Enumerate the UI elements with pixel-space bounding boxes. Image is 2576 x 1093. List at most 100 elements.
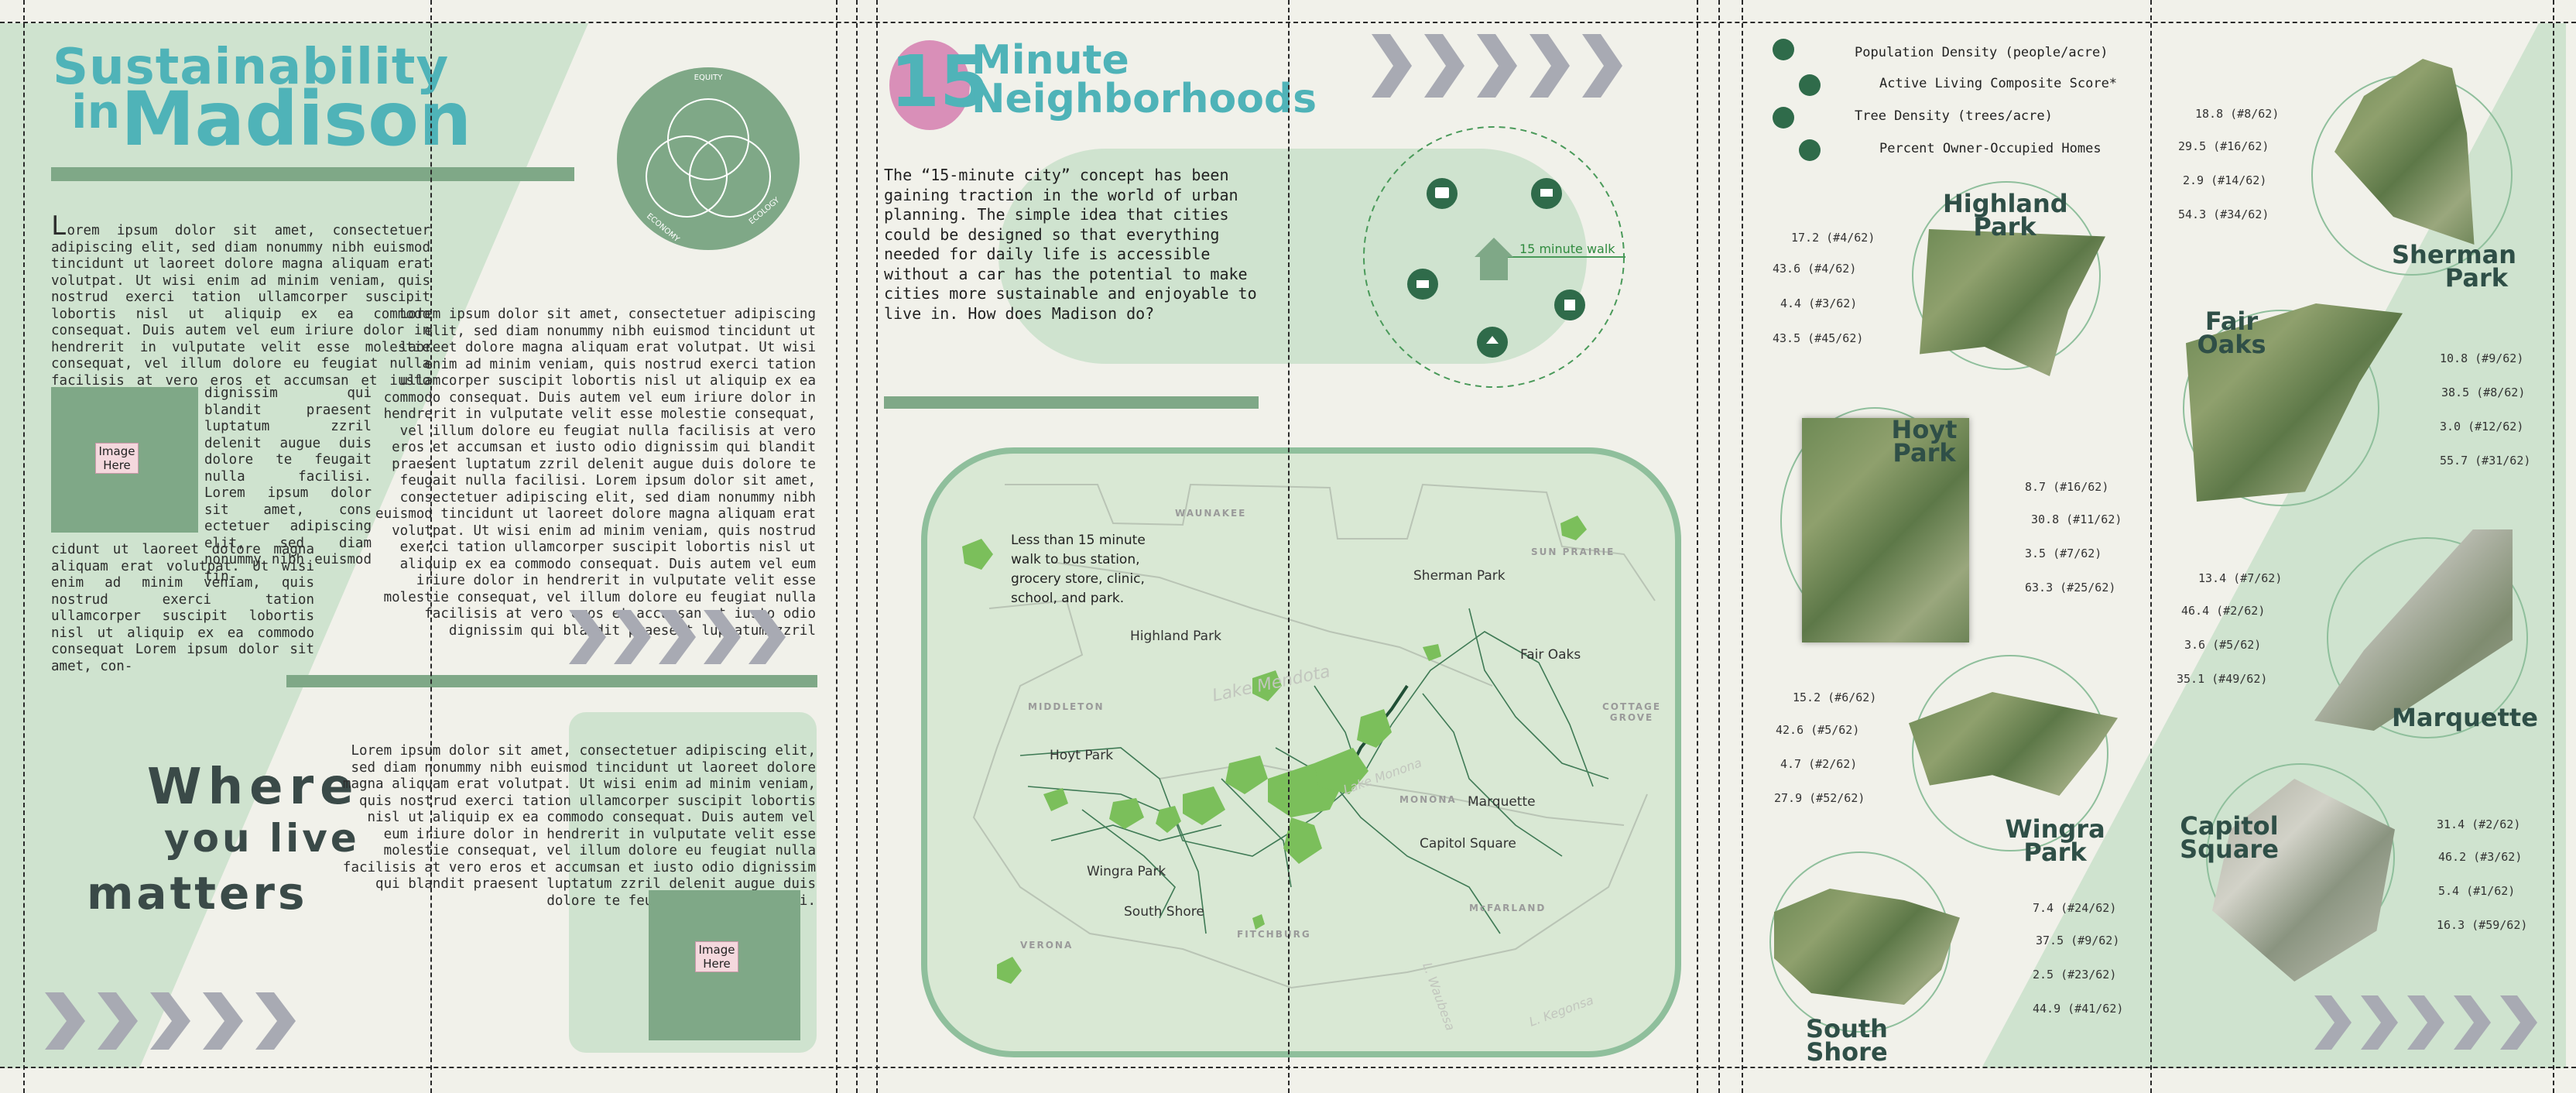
chevron-arrows-4 [2314, 995, 2537, 1050]
house-icon [1799, 139, 1821, 161]
para1-bottom: cidunt ut laoreet dolore magna aliquam e… [51, 542, 314, 674]
panel1-title-line1: Sustainability [53, 39, 450, 96]
map-label-fitchburg: FITCHBURG [1237, 929, 1311, 940]
bicycle-icon [1799, 74, 1821, 96]
panel1-title-in: in [71, 85, 121, 139]
map-label-cottage-grove: COTTAGE GROVE [1601, 701, 1662, 723]
marquette-ring [2327, 537, 2528, 738]
capitol-name: Capitol Square [2180, 811, 2279, 865]
guide-v5 [876, 0, 878, 1093]
dropcap: L [51, 211, 67, 242]
lake-kegonsa-label: L. Kegonsa [1527, 992, 1595, 1030]
sherman-name: Sherman Park [2392, 240, 2517, 293]
wingra-stat-tree: 4.7 (#2/62) [1780, 757, 1858, 771]
map-label-south-shore: South Shore [1124, 904, 1204, 920]
walk-label: 15 minute walk [1519, 242, 1615, 256]
image-placeholder-1-label: Image Here [95, 443, 139, 474]
map-label-mcfarland: McFARLAND [1469, 903, 1547, 913]
madison-map: Lake Mendota Lake Monona L. Waubesa L. K… [921, 447, 1681, 1057]
legend-tree-density: Tree Density (trees/acre) [1855, 108, 2053, 124]
panel2-title-line1: Minute [971, 37, 1129, 84]
south-shore-name: South Shore [1806, 1014, 1888, 1067]
highland-name: Highland Park [1943, 189, 2068, 242]
wingra-name: Wingra Park [2005, 814, 2105, 868]
highland-stat-tree: 4.4 (#3/62) [1780, 296, 1858, 310]
wingra-stat-active: 42.6 (#5/62) [1776, 723, 1860, 737]
panel2-title-line2: Neighborhoods [971, 76, 1317, 122]
legend-owner-occupied: Percent Owner-Occupied Homes [1879, 141, 2102, 156]
hoyt-aerial [1802, 418, 1969, 642]
map-label-highland-park: Highland Park [1130, 629, 1221, 644]
chevron-arrows-1 [569, 610, 786, 664]
guide-v2 [430, 0, 432, 1093]
map-label-sun-prairie: SUN PRAIRIE [1531, 546, 1615, 557]
map-label-middleton: MIDDLETON [1028, 701, 1105, 712]
mid-divider-bar [286, 675, 817, 687]
capitol-stat-tree: 5.4 (#1/62) [2438, 884, 2516, 898]
guide-v8 [1718, 0, 1720, 1093]
panel2-divider-bar [884, 396, 1259, 409]
guide-v10 [2150, 0, 2152, 1093]
fair-oaks-stat-owner: 55.7 (#31/62) [2440, 454, 2531, 468]
fair-oaks-ring [2183, 310, 2379, 506]
fair-oaks-stat-tree: 3.0 (#12/62) [2440, 420, 2524, 433]
para1-side: dignissim qui blandit praesent luptatum … [204, 385, 372, 584]
marquette-stat-owner: 35.1 (#49/62) [2177, 672, 2268, 686]
capitol-stat-pop: 31.4 (#2/62) [2437, 817, 2521, 831]
south-shore-stat-active: 37.5 (#9/62) [2036, 934, 2120, 947]
hoyt-stat-tree: 3.5 (#7/62) [2025, 546, 2102, 560]
south-shore-stat-pop: 7.4 (#24/62) [2033, 901, 2117, 915]
marquette-stat-active: 46.4 (#2/62) [2181, 604, 2266, 618]
fair-oaks-name: Fair Oaks [2197, 307, 2266, 360]
south-shore-stat-owner: 44.9 (#41/62) [2033, 1002, 2124, 1016]
legend-active-living: Active Living Composite Score* [1879, 76, 2118, 91]
where-line2: you live [164, 816, 360, 861]
walk-radius-diagram [1363, 126, 1625, 388]
capitol-stat-owner: 16.3 (#59/62) [2437, 918, 2528, 932]
sustainability-venn-diagram: EQUITY ECONOMY ECOLOGY [617, 67, 800, 250]
hoyt-stat-active: 30.8 (#11/62) [2031, 512, 2122, 526]
para1-top: orem ipsum dolor sit amet, consectetuer … [51, 223, 430, 405]
map-legend-text: Less than 15 minute walk to bus station,… [1011, 533, 1146, 606]
map-label-wingra-park: Wingra Park [1087, 864, 1166, 879]
sherman-stat-active: 29.5 (#16/62) [2178, 139, 2269, 153]
title-number-blob [889, 40, 970, 130]
sherman-stat-pop: 18.8 (#8/62) [2195, 107, 2280, 121]
map-label-waunakee: WAUNAKEE [1175, 508, 1247, 519]
highland-ring [1912, 181, 2101, 370]
guide-v3 [836, 0, 838, 1093]
wingra-stat-pop: 15.2 (#6/62) [1793, 690, 1877, 704]
panel2-title-number: 15 [890, 40, 990, 123]
map-label-marquette: Marquette [1468, 794, 1536, 810]
tree-icon [1773, 107, 1794, 128]
highland-stat-active: 43.6 (#4/62) [1773, 262, 1857, 276]
lake-mendota-label: Lake Mendota [1211, 662, 1332, 706]
guide-v6 [1288, 0, 1290, 1093]
capitol-stat-active: 46.2 (#3/62) [2438, 850, 2523, 864]
where-line1: Where [147, 759, 360, 816]
panel1-paragraph2: Lorem ipsum dolor sit amet, consectetuer… [375, 307, 816, 639]
venn-label-equity: EQUITY [694, 74, 724, 82]
lake-waubesa-label: L. Waubesa [1420, 961, 1458, 1033]
legend-population-density: Population Density (people/acre) [1855, 45, 2108, 60]
hoyt-name: Hoyt Park [1891, 415, 1958, 468]
map-label-capitol-square: Capitol Square [1420, 836, 1516, 851]
marquette-stat-tree: 3.6 (#5/62) [2184, 638, 2262, 652]
guide-v4 [856, 0, 858, 1093]
map-label-sherman-park: Sherman Park [1413, 568, 1506, 584]
panel1-paragraph1: Lorem ipsum dolor sit amet, consectetuer… [51, 213, 430, 406]
map-label-monona: MONONA [1399, 794, 1457, 805]
fair-oaks-stat-active: 38.5 (#8/62) [2441, 385, 2526, 399]
guide-v9 [1742, 0, 1743, 1093]
sherman-stat-tree: 2.9 (#14/62) [2183, 173, 2267, 187]
panel2-intro-text: The “15-minute city” concept has been ga… [884, 166, 1257, 323]
hoyt-stat-owner: 63.3 (#25/62) [2025, 581, 2116, 594]
guide-v1 [23, 0, 25, 1093]
south-shore-stat-tree: 2.5 (#23/62) [2033, 968, 2117, 982]
sherman-stat-owner: 54.3 (#34/62) [2178, 207, 2269, 221]
population-icon [1773, 39, 1794, 60]
map-roads: Lake Mendota Lake Monona L. Waubesa L. K… [962, 483, 1656, 1033]
map-label-fair-oaks: Fair Oaks [1520, 647, 1581, 663]
title-underline-bar [51, 167, 574, 181]
wingra-ring [1912, 655, 2108, 851]
